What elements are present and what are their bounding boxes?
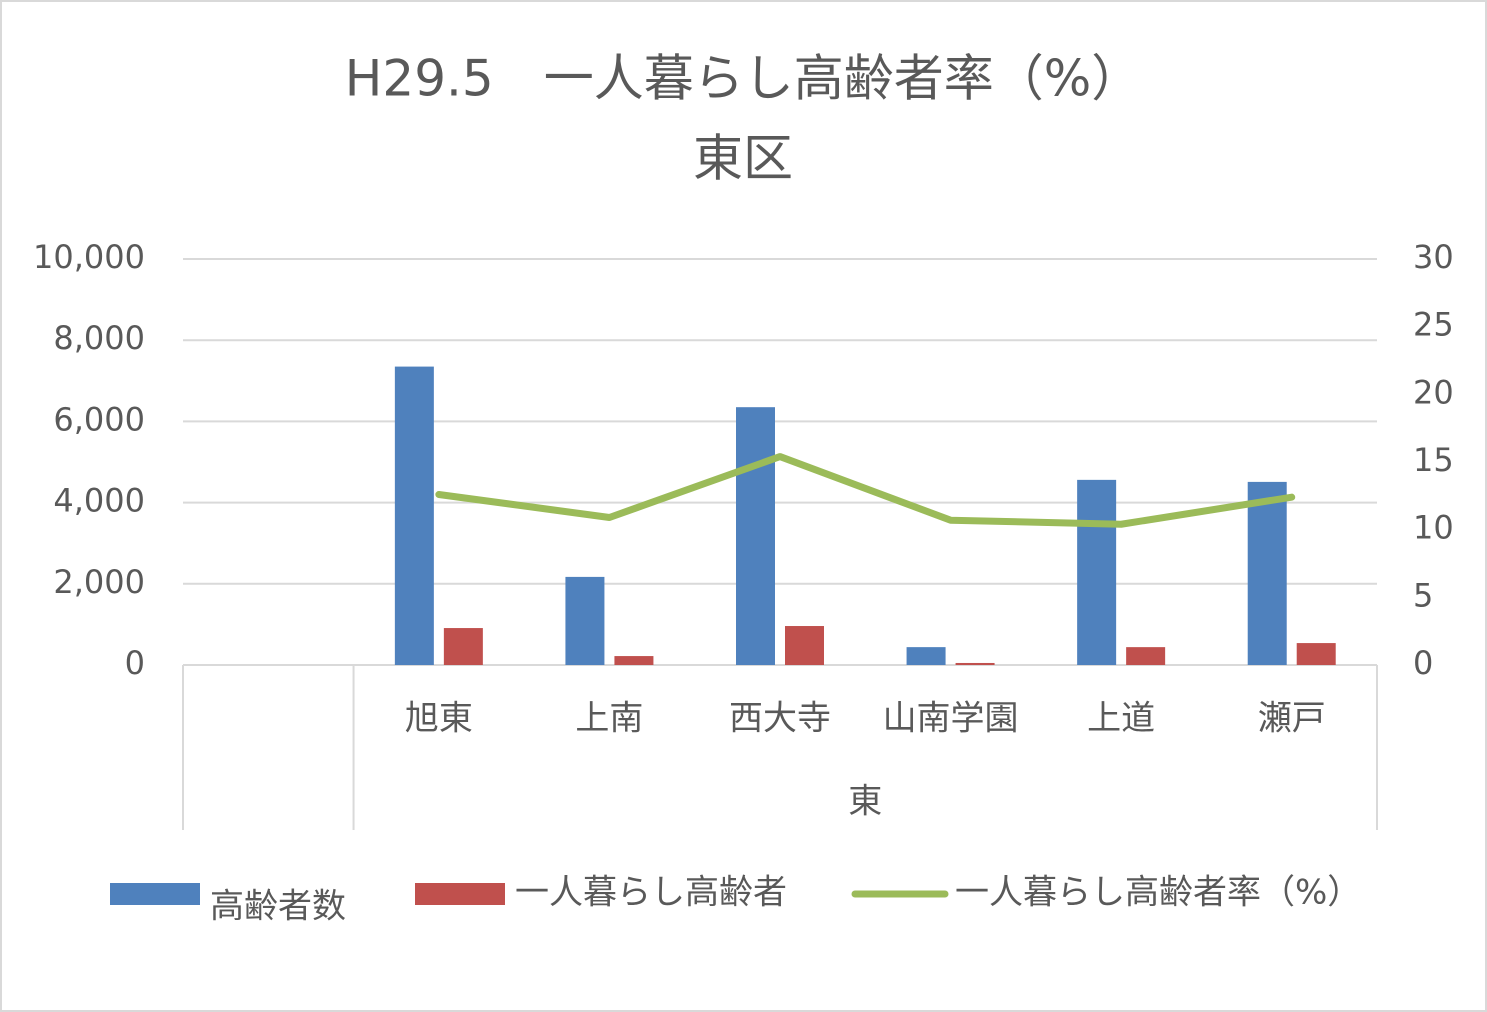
bar — [1247, 481, 1287, 665]
x-tick-label: 上南 — [575, 699, 643, 739]
x-tick-label: 上道 — [1087, 699, 1155, 739]
legend-label: 高齢者数 — [210, 887, 346, 927]
chart-title: H29.5 一人暮らし高齢者率（%） — [345, 50, 1141, 108]
y-tick-label: 0 — [125, 644, 145, 682]
bar — [614, 656, 654, 665]
x-tick-label: 山南学園 — [883, 699, 1019, 739]
y-tick-label: 4,000 — [53, 482, 145, 520]
y2-tick-label: 10 — [1413, 509, 1454, 547]
x-group-label: 東 — [848, 782, 882, 822]
bar — [565, 576, 605, 665]
bar — [1126, 647, 1166, 665]
y2-tick-label: 30 — [1413, 238, 1454, 276]
bar — [1077, 479, 1117, 665]
x-tick-label: 西大寺 — [729, 699, 831, 739]
y2-tick-label: 0 — [1413, 644, 1433, 682]
y2-tick-label: 20 — [1413, 373, 1454, 411]
legend-swatch — [110, 883, 200, 905]
legend-label: 一人暮らし高齢者 — [515, 873, 787, 913]
bar — [394, 366, 434, 665]
y2-tick-label: 5 — [1413, 576, 1433, 614]
y2-tick-label: 15 — [1413, 441, 1454, 479]
line — [435, 453, 1296, 528]
legend-label: 一人暮らし高齢者率（%） — [955, 873, 1361, 913]
bar — [1296, 643, 1336, 665]
y2-tick-label: 25 — [1413, 306, 1454, 344]
bar — [443, 628, 483, 665]
y-tick-label: 8,000 — [53, 319, 145, 357]
y-tick-label: 10,000 — [33, 238, 145, 276]
bar — [736, 407, 775, 665]
chart-subtitle: 東区 — [693, 130, 793, 188]
y-tick-label: 2,000 — [53, 563, 145, 601]
x-tick-label: 瀬戸 — [1258, 699, 1326, 739]
bar — [906, 647, 946, 665]
y-tick-label: 6,000 — [53, 400, 145, 438]
bar — [785, 626, 824, 665]
legend-swatch — [415, 883, 505, 905]
x-tick-label: 旭東 — [405, 699, 473, 739]
bar — [955, 662, 995, 665]
